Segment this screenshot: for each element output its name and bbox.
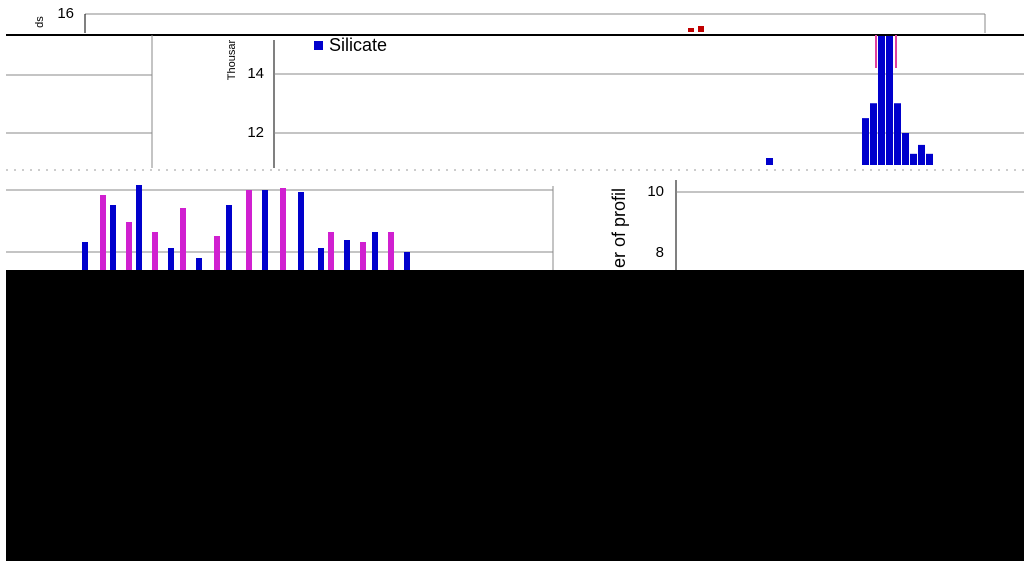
bar-fragment xyxy=(688,28,694,32)
bar xyxy=(862,118,869,165)
bar-fragment xyxy=(766,158,773,165)
bar xyxy=(894,103,901,165)
bar-fragment xyxy=(404,252,410,270)
bar xyxy=(910,153,917,165)
bar-fragment xyxy=(100,195,106,270)
tick-label: 16 xyxy=(57,5,74,22)
legend-label: Silicate xyxy=(329,35,387,55)
bar-fragment xyxy=(110,205,116,270)
bar-fragment xyxy=(214,236,220,270)
bar-fragment xyxy=(180,208,186,270)
bar-fragment xyxy=(344,240,350,270)
bar-fragment xyxy=(226,205,232,270)
bar-fragment xyxy=(372,232,378,270)
axis-title: Thousar xyxy=(226,39,238,80)
bar xyxy=(918,144,925,165)
bar-fragment xyxy=(328,232,334,270)
bar xyxy=(902,133,909,165)
bar-fragment xyxy=(280,188,286,270)
bar-fragment xyxy=(388,232,394,270)
bar-fragment xyxy=(152,232,158,270)
blank-region xyxy=(6,270,1024,561)
bar-fragment xyxy=(196,258,202,270)
tick-label: 14 xyxy=(247,65,264,82)
bar xyxy=(870,103,877,165)
bar xyxy=(878,36,885,165)
bar xyxy=(926,153,933,165)
axis-title: er of profil xyxy=(609,188,629,268)
tick-label: 8 xyxy=(656,244,664,261)
bar-fragment xyxy=(262,190,268,270)
bar-fragment xyxy=(698,26,704,32)
bar-fragment xyxy=(136,185,142,270)
tick-label: 10 xyxy=(647,183,664,200)
bar xyxy=(886,36,893,165)
bar-fragment xyxy=(318,248,324,270)
bar-fragment xyxy=(168,248,174,270)
glitched-bars xyxy=(82,185,410,270)
bar-fragment xyxy=(126,222,132,270)
bar-fragment xyxy=(298,192,304,270)
histogram xyxy=(862,36,933,165)
bar-fragment xyxy=(82,242,88,270)
legend-swatch xyxy=(314,41,323,50)
bar-fragment xyxy=(246,190,252,270)
bar-fragment xyxy=(360,242,366,270)
axis-title: ds xyxy=(34,16,46,28)
tick-label: 12 xyxy=(247,124,264,141)
